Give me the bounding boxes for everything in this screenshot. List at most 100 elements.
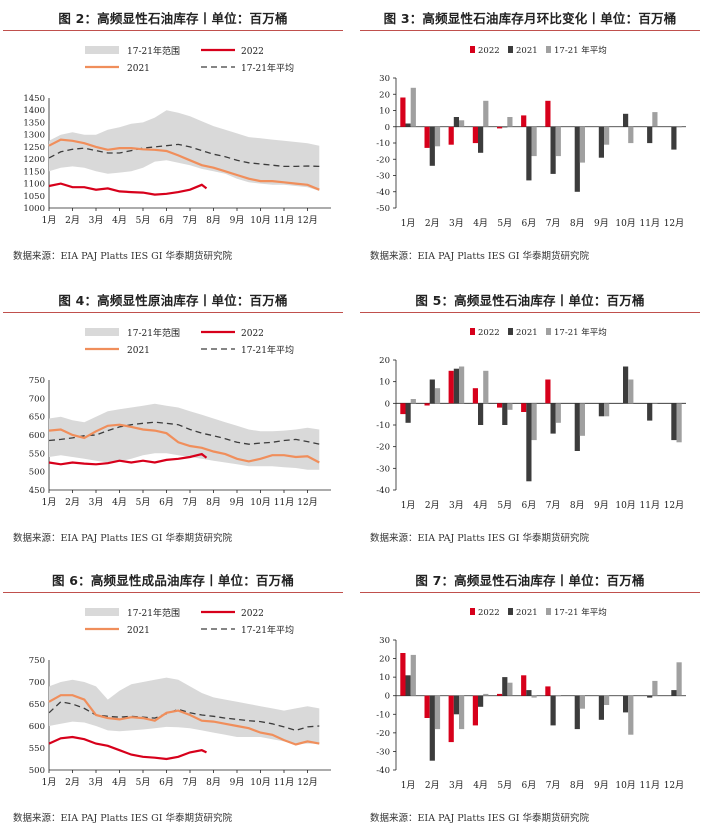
x-tick-label: 6月 bbox=[159, 497, 174, 508]
y-tick-label: 600 bbox=[29, 431, 45, 441]
source-note: 数据来源：EIA PAJ Platts IES GI 华泰期货研究院 bbox=[370, 813, 589, 824]
chart-svg: 2022 2021 17-21 年平均 -50 -40 -30 -20 -10 0 10 20 30 1… bbox=[376, 45, 686, 229]
legend-label: 17-21 年平均 bbox=[554, 45, 607, 56]
x-tick-label: 2月 bbox=[425, 500, 440, 511]
bar bbox=[555, 695, 561, 697]
bar bbox=[545, 379, 551, 404]
y-tick-label: 550 bbox=[29, 744, 45, 754]
bar bbox=[472, 695, 478, 726]
bar bbox=[497, 403, 503, 408]
x-tick-label: 5月 bbox=[136, 497, 151, 508]
bar bbox=[405, 123, 411, 127]
bar bbox=[400, 403, 406, 415]
x-tick-label: 4月 bbox=[112, 215, 127, 226]
legend: 2022 2021 17-21 年平均 bbox=[470, 45, 607, 56]
source-note: 数据来源：EIA PAJ Platts IES GI 华泰期货研究院 bbox=[370, 533, 589, 544]
chart-svg: 2022 2021 17-21 年平均 -40 -30 -20 -10 0 10 20 1月 2月 3月… bbox=[376, 327, 686, 511]
x-tick-label: 5月 bbox=[497, 500, 512, 511]
legend-label: 2022 bbox=[241, 47, 264, 57]
x-tick-label: 8月 bbox=[570, 218, 585, 229]
y-tick-label: 600 bbox=[29, 722, 45, 732]
x-tick-label: 2月 bbox=[65, 215, 80, 226]
bar bbox=[497, 693, 503, 696]
bar bbox=[483, 100, 489, 127]
y-tick-label: 30 bbox=[379, 636, 390, 646]
chart-panel: 图 2：高频显性石油库存丨单位：百万桶 数据来源：EIA PAJ Platts I… bbox=[3, 8, 343, 273]
bar bbox=[671, 690, 677, 696]
y-tick-label: 20 bbox=[379, 655, 390, 665]
y-tick-label: 1000 bbox=[23, 204, 45, 214]
x-tick-label: 7月 bbox=[183, 497, 198, 508]
y-tick-label: 1250 bbox=[23, 143, 45, 153]
x-tick-label: 11月 bbox=[274, 497, 294, 508]
y-tick-label: 750 bbox=[29, 656, 45, 666]
bar bbox=[623, 695, 629, 713]
bar bbox=[671, 126, 677, 150]
bar bbox=[652, 403, 658, 404]
series-2021-line bbox=[48, 423, 320, 464]
x-tick-label: 10月 bbox=[615, 500, 635, 511]
bar bbox=[502, 126, 508, 128]
x-tick-label: 3月 bbox=[449, 500, 464, 511]
y-tick-label: 650 bbox=[29, 413, 45, 423]
y-tick-label: -30 bbox=[376, 747, 390, 757]
x-tick-label: 8月 bbox=[206, 497, 221, 508]
series-2021-line bbox=[48, 694, 320, 746]
bar bbox=[459, 695, 465, 730]
y-tick-label: 450 bbox=[29, 486, 45, 496]
legend-label: 17-21 年平均 bbox=[554, 327, 607, 338]
y-tick-label: -20 bbox=[376, 729, 390, 739]
legend: 17-21年范围 2022 2021 17-21年平均 bbox=[85, 607, 294, 636]
series-avg-line bbox=[48, 421, 320, 445]
bar bbox=[574, 126, 580, 192]
bar bbox=[598, 126, 604, 158]
y-tick-label: 700 bbox=[29, 678, 45, 688]
series-2022-line bbox=[48, 182, 208, 196]
y-tick-label: 650 bbox=[29, 700, 45, 710]
y-tick-label: 10 bbox=[379, 378, 390, 388]
y-tick-label: 10 bbox=[379, 673, 390, 683]
bar bbox=[502, 403, 508, 425]
y-tick-label: 700 bbox=[29, 394, 45, 404]
x-tick-label: 1月 bbox=[42, 215, 57, 226]
chart-svg: 17-21年范围 2022 2021 17-21年平均 1000 1050 1100 1150… bbox=[23, 45, 331, 226]
bar bbox=[448, 370, 454, 404]
bar bbox=[453, 368, 459, 404]
legend-swatch bbox=[546, 328, 551, 335]
bar bbox=[507, 682, 513, 696]
bar bbox=[424, 403, 430, 406]
bar bbox=[526, 126, 532, 181]
legend-label: 17-21年范围 bbox=[127, 45, 180, 57]
bar bbox=[647, 695, 653, 698]
x-tick-label: 10月 bbox=[615, 218, 635, 229]
y-tick-label: -20 bbox=[376, 155, 390, 165]
legend-swatch bbox=[508, 328, 513, 335]
y-tick-label: 750 bbox=[29, 376, 45, 386]
legend-label: 2021 bbox=[127, 64, 150, 74]
x-tick-label: 1月 bbox=[401, 218, 416, 229]
x-tick-label: 7月 bbox=[546, 780, 561, 791]
x-tick-label: 5月 bbox=[136, 777, 151, 788]
source-note: 数据来源：EIA PAJ Platts IES GI 华泰期货研究院 bbox=[370, 251, 589, 262]
chart-panel: 图 7：高频显性石油库存丨单位：百万桶 数据来源：EIA PAJ Platts I… bbox=[360, 570, 700, 835]
chart-title: 图 5：高频显性石油库存丨单位：百万桶 bbox=[360, 290, 700, 313]
bar bbox=[623, 366, 629, 404]
legend-label: 17-21年平均 bbox=[241, 344, 294, 356]
bar bbox=[579, 695, 585, 709]
x-tick-label: 5月 bbox=[497, 218, 512, 229]
legend-swatch bbox=[470, 328, 475, 335]
legend: 17-21年范围 2022 2021 17-21年平均 bbox=[85, 327, 294, 356]
legend-swatch-range bbox=[85, 46, 119, 54]
x-tick-label: 1月 bbox=[401, 780, 416, 791]
y-tick-label: 1400 bbox=[23, 106, 45, 116]
chart-panel: 图 6：高频显性成品油库存丨单位：百万桶 数据来源：EIA PAJ Platts … bbox=[3, 570, 343, 835]
legend-label: 2021 bbox=[127, 346, 150, 356]
x-tick-label: 11月 bbox=[640, 780, 660, 791]
bar bbox=[429, 379, 435, 404]
x-tick-label: 3月 bbox=[449, 218, 464, 229]
x-tick-label: 12月 bbox=[297, 497, 317, 508]
chart-svg: 2022 2021 17-21 年平均 -40 -30 -20 -10 0 10 20 30 1月 2月… bbox=[376, 607, 686, 791]
x-tick-label: 6月 bbox=[159, 215, 174, 226]
x-tick-label: 10月 bbox=[615, 780, 635, 791]
bar bbox=[555, 403, 561, 423]
